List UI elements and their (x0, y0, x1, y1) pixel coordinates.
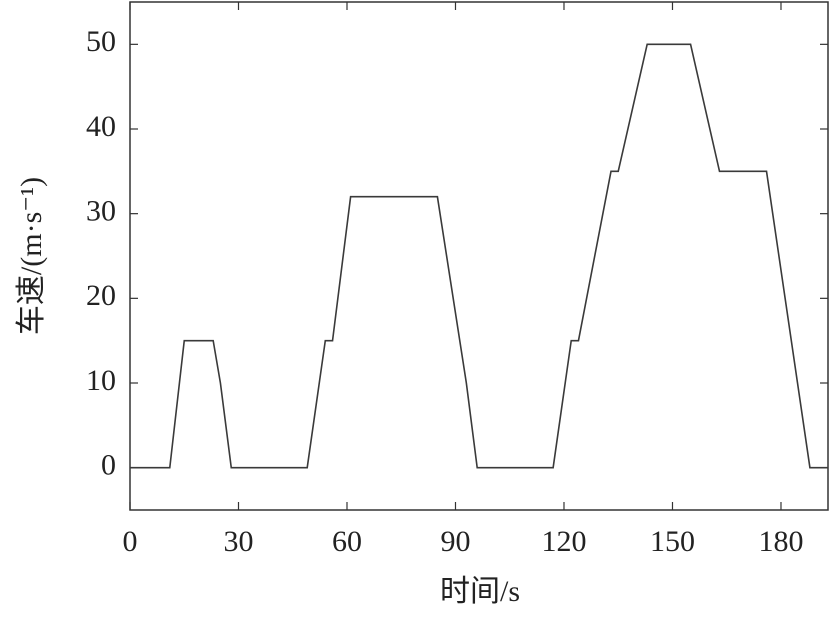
x-tick-label: 180 (758, 525, 803, 558)
x-axis-label: 时间/s (440, 575, 520, 608)
y-tick-label: 50 (86, 25, 116, 58)
x-tick-label: 120 (541, 525, 586, 558)
y-tick-label: 20 (86, 279, 116, 312)
speed-line (130, 43, 828, 469)
x-tick-label: 150 (650, 525, 695, 558)
x-tick-label: 90 (440, 525, 470, 558)
x-tick-label: 60 (332, 525, 362, 558)
plot-frame (129, 1, 829, 511)
y-tick-label: 0 (101, 449, 116, 482)
y-axis-label: 车速/(m·s⁻¹) (15, 177, 48, 335)
y-tick-label: 40 (86, 110, 116, 143)
x-tick-label: 0 (123, 525, 138, 558)
x-tick-label: 30 (223, 525, 253, 558)
y-tick-label: 30 (86, 195, 116, 228)
y-tick-label: 10 (86, 364, 116, 397)
